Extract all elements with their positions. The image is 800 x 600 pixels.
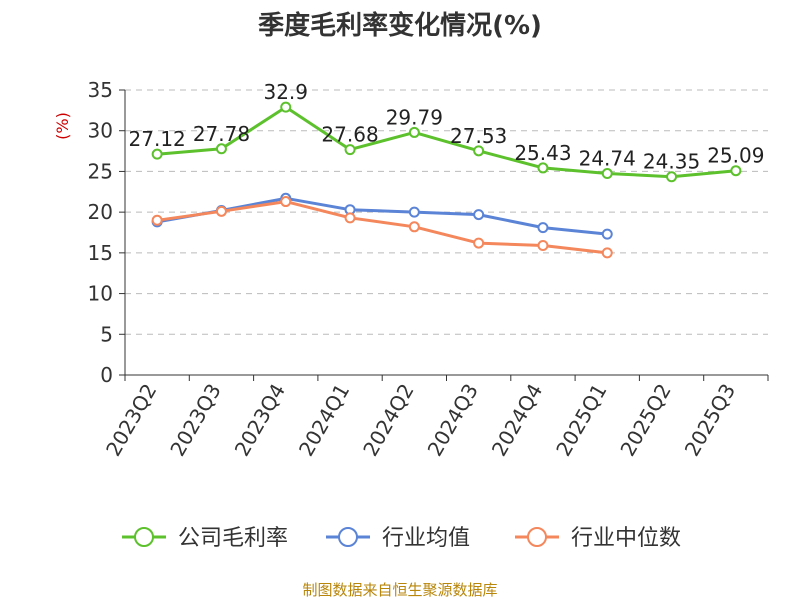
data-label: 27.53 <box>450 124 507 148</box>
data-label: 29.79 <box>386 105 443 129</box>
data-point <box>344 144 356 156</box>
data-point <box>280 101 292 113</box>
data-point <box>473 237 485 249</box>
data-point <box>408 206 420 218</box>
x-tick-label: 2023Q4 <box>230 380 290 461</box>
data-label: 27.68 <box>321 123 378 147</box>
data-point <box>666 171 678 183</box>
x-tick-label: 2023Q3 <box>165 380 225 461</box>
data-label: 24.74 <box>579 147 636 171</box>
source-note: 制图数据来自恒生聚源数据库 <box>302 581 497 599</box>
data-point <box>215 143 227 155</box>
data-label: 32.9 <box>263 80 308 104</box>
data-label: 27.78 <box>193 122 250 146</box>
legend-marker <box>527 527 547 547</box>
series-line <box>157 105 737 179</box>
legend-label: 行业均值 <box>382 526 470 551</box>
legend-label: 公司毛利率 <box>178 526 288 551</box>
chart-title: 季度毛利率变化情况(%) <box>258 10 542 41</box>
data-point <box>151 148 163 160</box>
x-tick-label: 2025Q3 <box>680 380 740 461</box>
legend-item[interactable]: 行业中位数 <box>515 526 681 551</box>
legend-item[interactable]: 行业均值 <box>326 526 470 551</box>
x-tick-label: 2024Q4 <box>487 380 547 461</box>
y-tick-label: 10 <box>88 282 113 306</box>
data-labels: 27.12 27.78 32.9 27.68 29.79 27.53 25.43 24.74 2… <box>129 80 765 174</box>
legend-marker <box>134 527 154 547</box>
y-axis-unit: (%) <box>53 112 72 140</box>
data-point <box>151 214 163 226</box>
data-point <box>537 240 549 252</box>
data-point <box>601 168 613 180</box>
series <box>151 101 742 259</box>
y-tick-label: 20 <box>88 200 113 224</box>
y-tick-label: 30 <box>88 119 113 143</box>
data-label: 25.43 <box>514 141 571 165</box>
x-tick-label: 2025Q2 <box>615 380 675 461</box>
data-point <box>215 205 227 217</box>
data-point <box>408 221 420 233</box>
y-tick-label: 15 <box>88 241 113 265</box>
data-label: 24.35 <box>643 150 700 174</box>
data-point <box>601 247 613 259</box>
x-tick-label: 2024Q3 <box>423 380 483 461</box>
data-point <box>408 126 420 138</box>
legend-marker <box>338 527 358 547</box>
data-point <box>601 228 613 240</box>
x-tick-label: 2025Q1 <box>551 380 611 461</box>
legend[interactable]: 公司毛利率 行业均值 行业中位数 <box>122 526 681 551</box>
data-point <box>537 222 549 234</box>
data-point <box>730 165 742 177</box>
data-label: 27.12 <box>129 127 186 151</box>
y-tick-label: 35 <box>88 78 113 102</box>
data-point <box>344 212 356 224</box>
x-tick-label: 2023Q2 <box>101 380 161 461</box>
data-point <box>280 196 292 208</box>
y-tick-label: 0 <box>100 363 113 387</box>
y-tick-label: 5 <box>100 322 113 346</box>
data-point <box>473 145 485 157</box>
data-label: 25.09 <box>707 144 764 168</box>
data-point <box>473 209 485 221</box>
series-line <box>156 200 608 255</box>
legend-item[interactable]: 公司毛利率 <box>122 526 288 551</box>
y-tick-label: 25 <box>88 159 113 183</box>
data-point <box>537 162 549 174</box>
x-tick-label: 2024Q1 <box>294 380 354 461</box>
legend-label: 行业中位数 <box>571 526 681 551</box>
x-tick-label: 2024Q2 <box>358 380 418 461</box>
